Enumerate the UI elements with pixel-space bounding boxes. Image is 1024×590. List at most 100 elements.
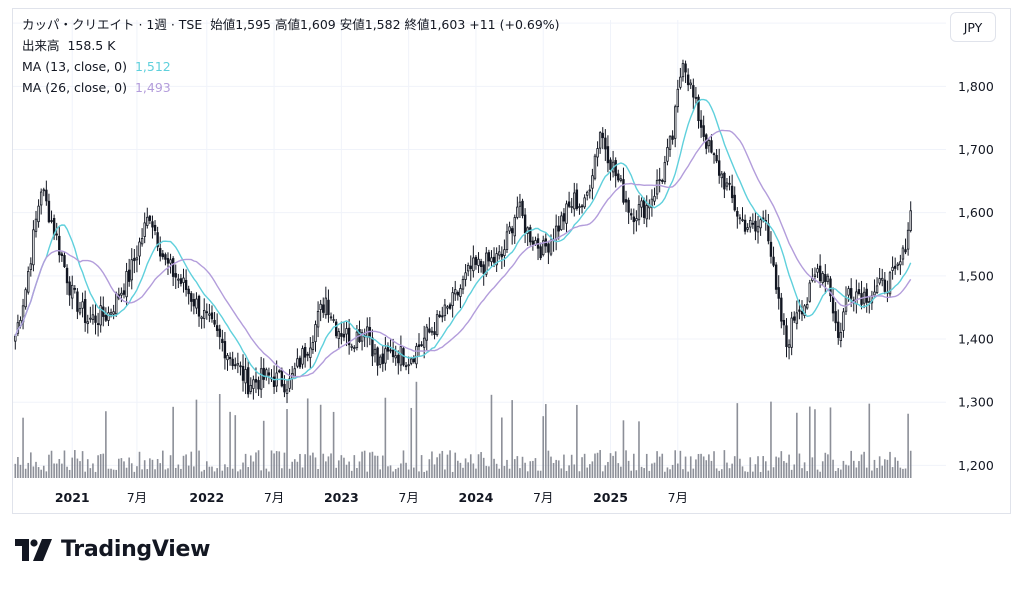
candle-body [456,292,460,296]
candle-body [283,383,286,393]
candle-body [314,324,317,343]
candle-body [425,326,428,341]
volume-bar [37,467,40,478]
candle-body [593,155,597,179]
tradingview-brand[interactable]: TradingView [15,537,210,562]
volume-bar [490,394,493,478]
volume-bar [55,463,58,478]
volume-bar [876,467,878,478]
candle-body [91,314,95,320]
volume-bar [793,464,796,478]
candle-body [285,389,289,394]
volume-bar [335,467,337,478]
volume-bar [237,471,239,478]
x-tick-label: 7月 [127,490,147,505]
volume-bar [576,404,578,478]
candle-body [63,255,66,268]
candle-body [756,225,760,233]
volume-bar [723,450,726,478]
candle-body [177,278,180,281]
candle-body [27,271,30,293]
candle-body [306,353,309,356]
volume-bar [156,458,159,478]
candle-body [578,206,581,208]
volume-bar [627,460,630,478]
candle-body [692,85,695,98]
volume-bar [180,468,182,478]
legend-ma1-row[interactable]: MA (13, close, 0) 1,512 [22,56,560,77]
volume-bar [123,461,125,478]
volume-bar [167,468,169,478]
candle-body [184,279,188,290]
candle-body [203,309,206,319]
volume-bar [162,450,164,478]
volume-bar [306,398,309,478]
volume-bar [902,468,904,478]
volume-bar [363,450,366,478]
volume-bar [780,451,783,478]
volume-bar [852,460,855,478]
volume-bar [125,467,128,478]
candle-body [438,314,441,317]
candle-body [65,267,69,284]
volume-bar [506,459,508,478]
candle-body [575,189,579,209]
candle-body [316,310,320,328]
candle-body [787,344,791,348]
candle-body [122,290,126,295]
candle-body [790,317,793,348]
volume-bar [889,451,891,478]
volume-bar [296,461,299,478]
currency-button[interactable]: JPY [950,12,996,42]
volume-bar [604,465,607,478]
candle-body [518,201,522,207]
volume-bar [508,468,511,478]
candle-body [355,331,359,349]
candle-body [86,321,89,325]
legend-ma2-row[interactable]: MA (26, close, 0) 1,493 [22,77,560,98]
volume-bar [151,459,154,478]
volume-bar [369,452,371,478]
volume-bar [620,466,622,478]
volume-bar [824,452,827,478]
volume-bar [513,459,516,478]
volume-bar [907,413,909,478]
volume-bar [164,469,167,478]
volume-bar [185,454,187,478]
candle-body [699,119,703,128]
volume-bar [555,459,557,478]
candle-body [505,231,509,250]
candle-body [829,278,832,297]
candle-body [319,303,322,310]
candle-body [686,74,690,86]
volume-bar [814,409,816,478]
candle-body [805,304,809,309]
candle-body [661,180,664,182]
volume-bar [726,462,728,478]
volume-bar [886,459,889,478]
volume-bar [819,471,821,478]
candle-body [782,319,786,326]
volume-bar [829,407,832,478]
volume-bar [609,453,612,478]
volume-bar [464,458,467,478]
volume-bar [772,467,775,478]
volume-bar [247,467,250,478]
volume-bar [715,468,718,478]
candle-body [492,256,496,263]
volume-bar [205,461,208,478]
volume-bar [79,461,81,478]
volume-bar [387,466,389,478]
volume-bar [418,471,420,478]
candle-body [55,233,58,236]
volume-bar [454,452,457,478]
candle-body [821,273,824,284]
volume-bar [498,468,501,478]
candle-body [133,257,136,262]
volume-bar [863,451,865,478]
legend-volume-label: 出来高 [22,38,60,53]
volume-bar [687,471,689,478]
volume-bar [503,465,506,478]
volume-bar [746,471,749,478]
